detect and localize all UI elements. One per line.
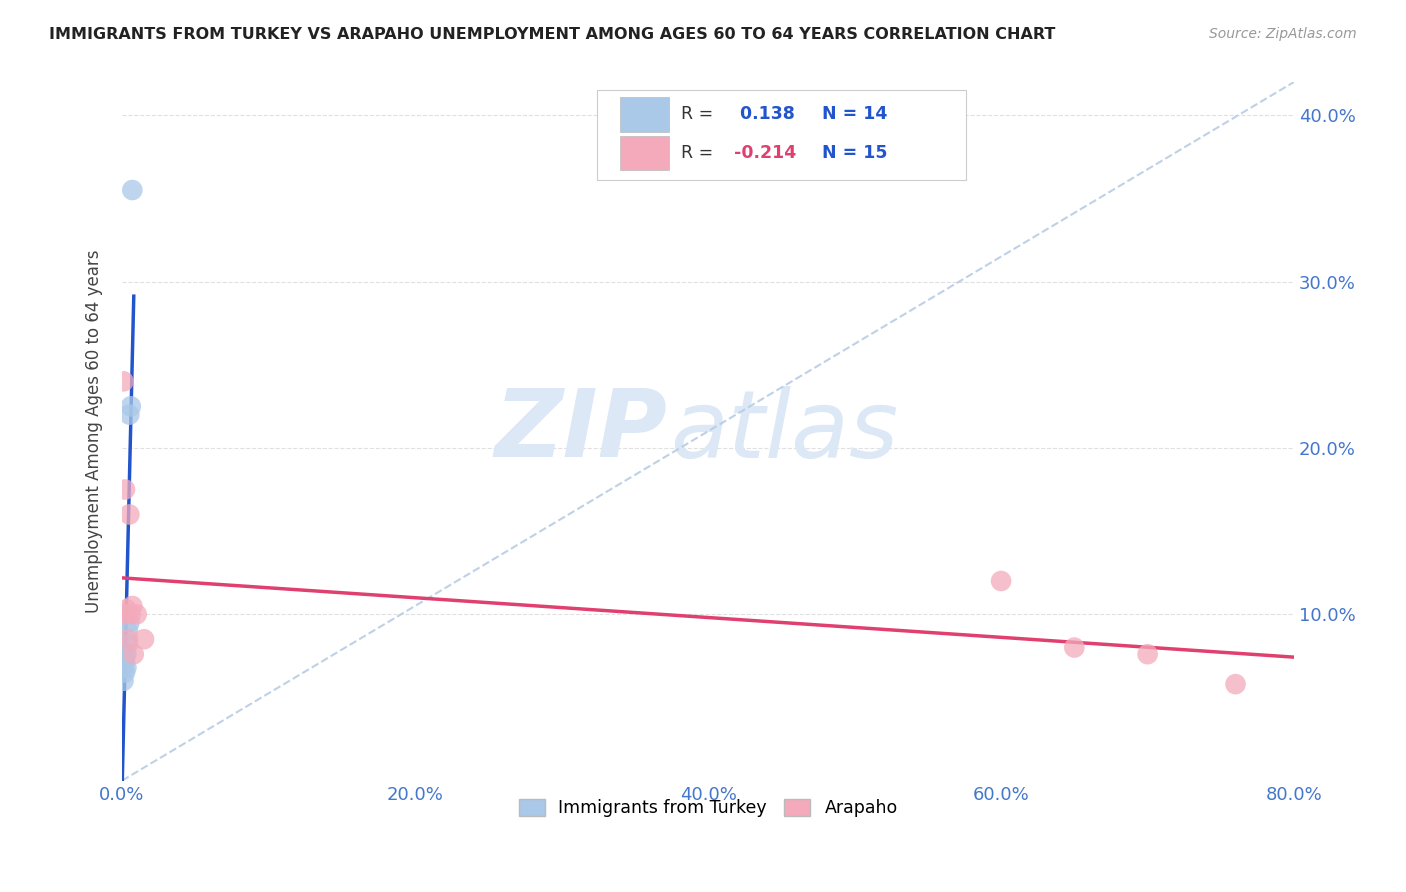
Point <box>990 574 1012 588</box>
Point <box>114 483 136 497</box>
Point <box>121 183 143 197</box>
Text: R =: R = <box>681 105 718 123</box>
Point <box>132 632 155 647</box>
FancyBboxPatch shape <box>620 136 669 170</box>
Point <box>117 637 139 651</box>
Point <box>114 644 136 658</box>
Text: ZIP: ZIP <box>494 385 666 477</box>
Point <box>117 632 139 647</box>
Point <box>115 647 138 661</box>
Point <box>112 375 135 389</box>
Point <box>112 673 135 688</box>
Point <box>115 602 138 616</box>
Text: atlas: atlas <box>671 385 898 476</box>
FancyBboxPatch shape <box>620 97 669 132</box>
Point <box>112 660 135 674</box>
Point <box>1225 677 1247 691</box>
Point <box>114 665 136 680</box>
Point <box>114 607 136 622</box>
Point <box>118 408 141 422</box>
Point <box>122 647 145 661</box>
Point <box>114 654 136 668</box>
FancyBboxPatch shape <box>596 90 966 179</box>
Text: 0.138: 0.138 <box>734 105 794 123</box>
Text: N = 15: N = 15 <box>821 144 887 161</box>
Point <box>1136 647 1159 661</box>
Text: N = 14: N = 14 <box>821 105 887 123</box>
Legend: Immigrants from Turkey, Arapaho: Immigrants from Turkey, Arapaho <box>512 792 904 824</box>
Y-axis label: Unemployment Among Ages 60 to 64 years: Unemployment Among Ages 60 to 64 years <box>86 250 103 613</box>
Point <box>118 508 141 522</box>
Point <box>120 607 142 622</box>
Point <box>1063 640 1085 655</box>
Point <box>120 400 142 414</box>
Point <box>125 607 148 622</box>
Point <box>118 615 141 630</box>
Point <box>121 599 143 613</box>
Point <box>117 624 139 638</box>
Text: -0.214: -0.214 <box>734 144 796 161</box>
Text: IMMIGRANTS FROM TURKEY VS ARAPAHO UNEMPLOYMENT AMONG AGES 60 TO 64 YEARS CORRELA: IMMIGRANTS FROM TURKEY VS ARAPAHO UNEMPL… <box>49 27 1056 42</box>
Point <box>112 650 135 665</box>
Point <box>115 660 138 674</box>
Text: R =: R = <box>681 144 718 161</box>
Text: Source: ZipAtlas.com: Source: ZipAtlas.com <box>1209 27 1357 41</box>
